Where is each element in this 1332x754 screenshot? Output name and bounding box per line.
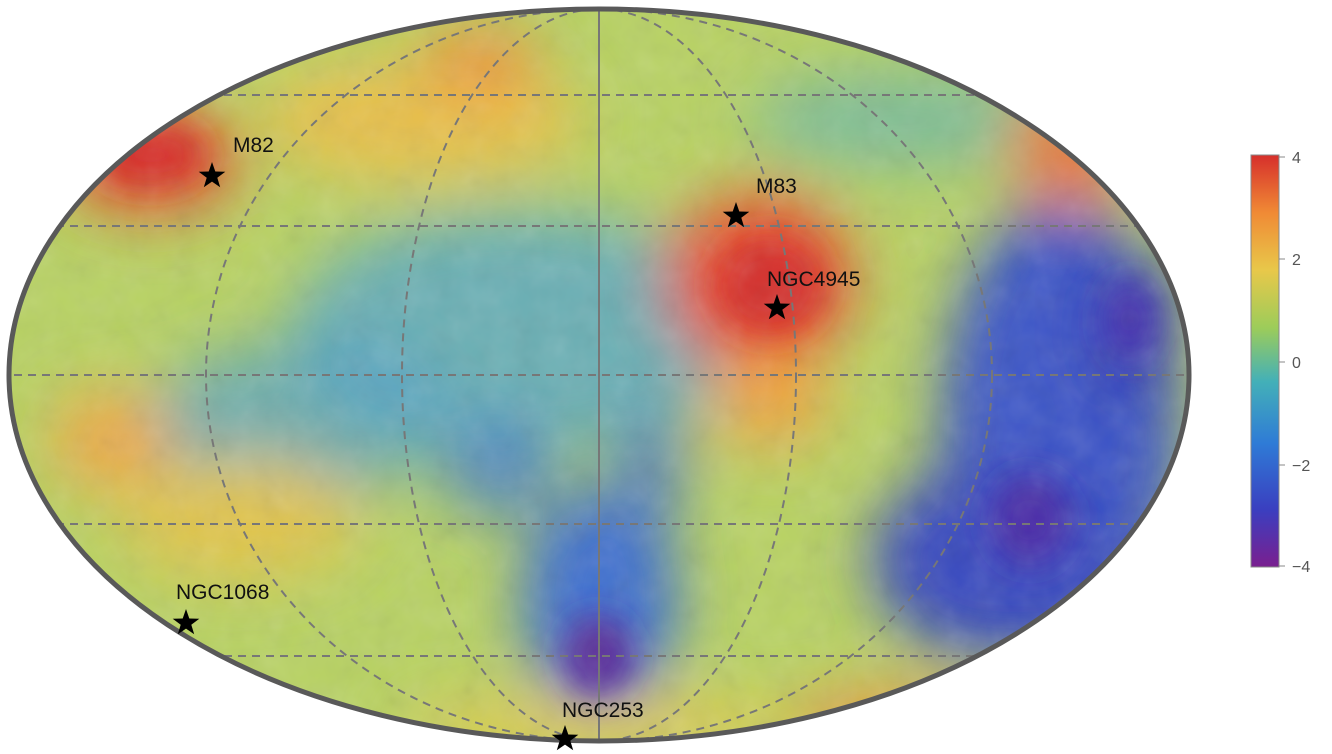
star-icon	[551, 725, 579, 751]
graticule	[9, 9, 1189, 741]
source-m82[interactable]: M82	[198, 134, 274, 188]
colorbar-tick-label: −4	[1292, 559, 1310, 576]
colorbar: 4 2 0 −2 −4	[1250, 150, 1310, 576]
source-ngc1068[interactable]: NGC1068	[172, 581, 270, 635]
colorbar-tick-label: 0	[1292, 355, 1301, 372]
source-label: NGC253	[562, 699, 644, 722]
source-label: M82	[233, 134, 274, 157]
meridian-line	[205, 9, 993, 741]
source-label: NGC4945	[767, 268, 860, 291]
source-markers: M82 M83 NGC4945 NGC1068 NGC253	[172, 134, 861, 751]
star-icon	[763, 294, 791, 320]
source-m83[interactable]: M83	[722, 175, 797, 228]
colorbar-tick-label: −2	[1292, 458, 1310, 475]
star-icon	[722, 202, 750, 228]
source-ngc253[interactable]: NGC253	[551, 699, 644, 751]
colorbar-gradient	[1250, 154, 1280, 568]
source-ngc4945[interactable]: NGC4945	[763, 268, 861, 320]
source-label: M83	[756, 175, 797, 198]
meridian-line	[401, 9, 797, 741]
colorbar-tick-label: 2	[1292, 252, 1301, 269]
source-label: NGC1068	[176, 581, 269, 604]
star-icon	[172, 609, 200, 635]
map-outline	[6, 6, 1192, 744]
star-icon	[198, 162, 226, 188]
colorbar-tick-label: 4	[1292, 150, 1301, 167]
